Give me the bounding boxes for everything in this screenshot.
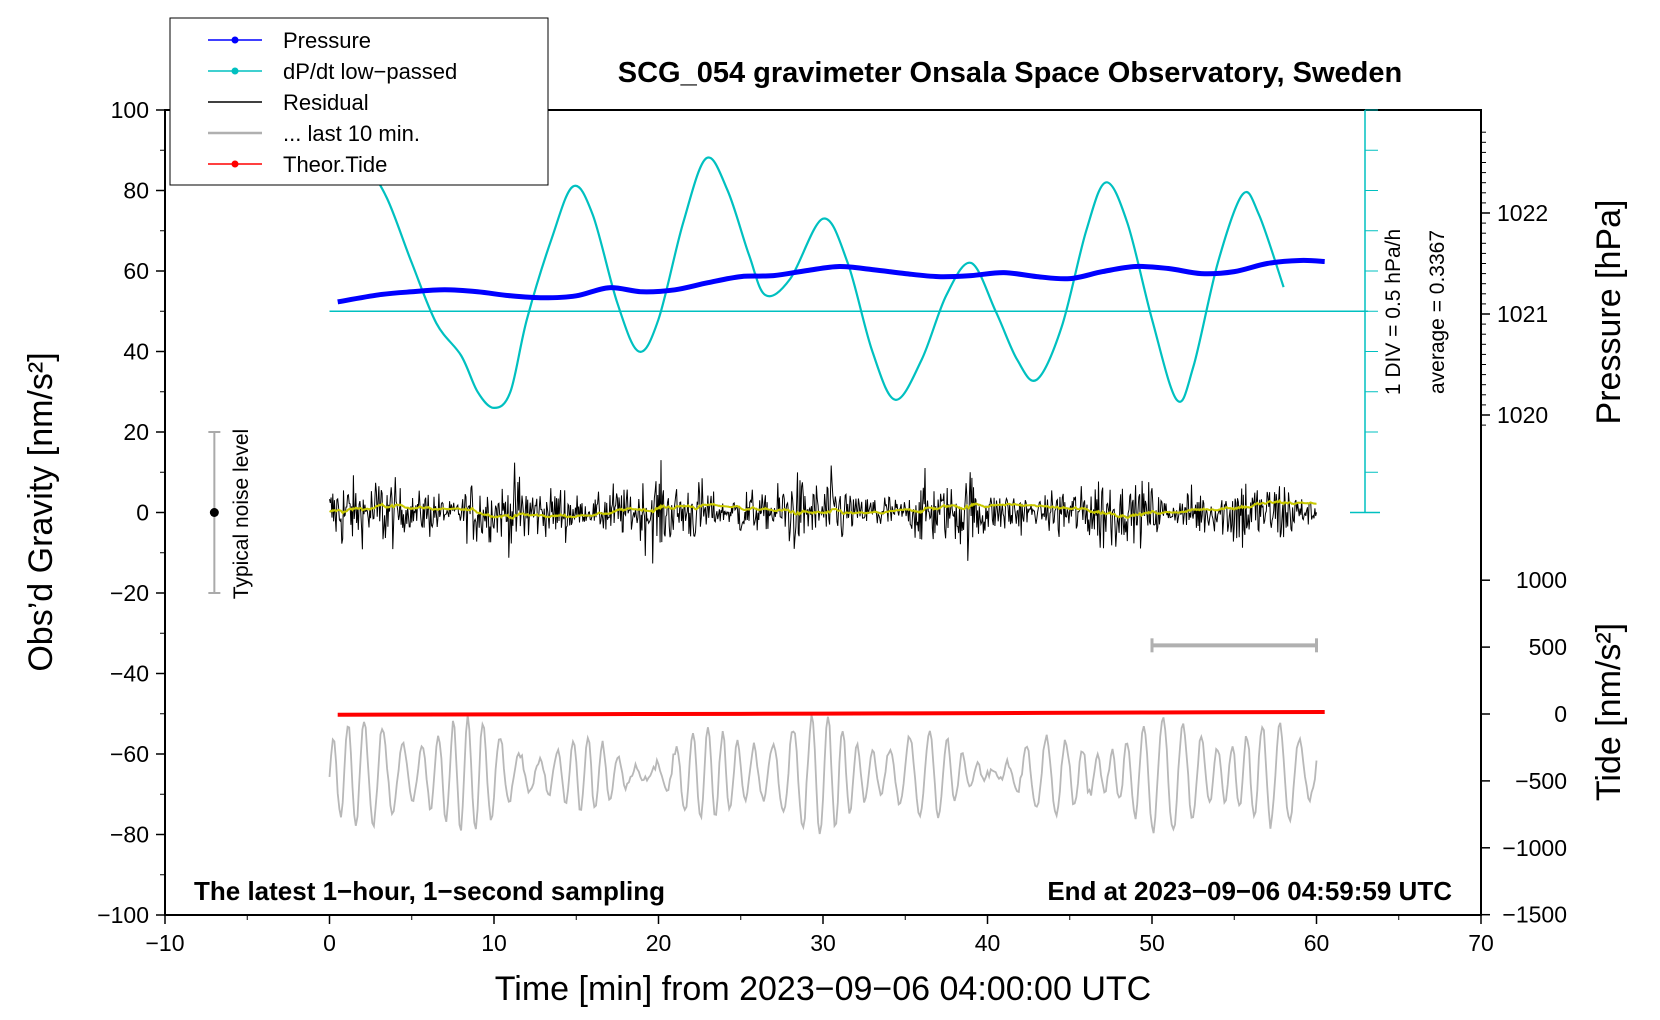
y-tick-label: −100 (97, 902, 149, 928)
x-tick-label: 20 (646, 930, 672, 956)
pressure-line (337, 257, 1325, 305)
legend-label: ... last 10 min. (283, 121, 420, 146)
legend-swatch-marker (231, 160, 239, 168)
y-tick-label: −80 (110, 822, 149, 848)
tide-tick-label: 0 (1554, 701, 1567, 727)
x-tick-label: −10 (145, 930, 184, 956)
tide-axis-title: Tide [nm/s²] (1590, 623, 1628, 801)
residual-smoothed-line (329, 499, 1317, 520)
x-tick-label: 50 (1139, 930, 1165, 956)
y-tick-label: 40 (123, 339, 149, 365)
tide-tick-label: −1500 (1502, 902, 1567, 928)
bottom-right-note: End at 2023−09−06 04:59:59 UTC (1047, 876, 1452, 906)
series-layer (328, 109, 1380, 835)
x-axis-title: Time [min] from 2023−09−06 04:00:00 UTC (495, 970, 1151, 1008)
bottom-left-note: The latest 1−hour, 1−second sampling (194, 876, 665, 906)
tide-tick-label: −1000 (1502, 835, 1567, 861)
legend: Pressure dP/dt low−passed Residual ... last… (169, 17, 549, 186)
theoretical-tide-line (337, 710, 1325, 717)
y-tick-label: −20 (110, 580, 149, 606)
x-axis: −10 0 10 20 30 40 50 60 70 (145, 915, 1494, 956)
legend-label: dP/dt low−passed (283, 59, 457, 84)
y-tick-label: 80 (123, 178, 149, 204)
x-tick-label: 0 (323, 930, 336, 956)
chart-title: SCG_054 gravimeter Onsala Space Observat… (618, 57, 1402, 89)
noise-level-label: Typical noise level (230, 429, 253, 599)
y-axis-left: 100 80 60 40 20 0 −20 −40 −60 −80 −100 (97, 97, 165, 928)
pressure-axis: 1022 1021 1020 (1481, 131, 1548, 428)
x-tick-label: 40 (975, 930, 1001, 956)
noise-level-indicator (208, 431, 221, 594)
x-tick-label: 70 (1468, 930, 1494, 956)
y-tick-label: −60 (110, 741, 149, 767)
legend-swatch-marker (231, 36, 239, 44)
y-tick-label: 100 (111, 97, 149, 123)
legend-label: Pressure (283, 28, 371, 53)
y-tick-label: −40 (110, 661, 149, 687)
legend-swatch-marker (231, 67, 239, 75)
tide-tick-label: 500 (1529, 634, 1567, 660)
pressure-div-label: 1 DIV = 0.5 hPa/h (1382, 229, 1405, 395)
y-tick-label: 60 (123, 258, 149, 284)
x-tick-label: 30 (810, 930, 836, 956)
tide-tick-label: 1000 (1516, 567, 1567, 593)
pressure-tick-label: 1021 (1497, 301, 1548, 327)
tide-tick-label: −500 (1515, 768, 1567, 794)
legend-label: Residual (283, 90, 369, 115)
noise-center-dot (209, 508, 219, 517)
x-tick-label: 10 (481, 930, 507, 956)
pressure-average-label: average = 0.3367 (1426, 230, 1449, 394)
pressure-axis-title: Pressure [hPa] (1590, 200, 1628, 425)
y-tick-label: 0 (136, 500, 149, 526)
tide-axis: 1000 500 0 −500 −1000 −1500 (1481, 567, 1567, 928)
y-tick-label: 20 (123, 419, 149, 445)
pressure-tick-label: 1022 (1497, 200, 1548, 226)
legend-label: Theor.Tide (283, 152, 387, 177)
last-10-min-line (328, 714, 1318, 835)
y-axis-title: Obs’d Gravity [nm/s²] (22, 352, 60, 671)
pressure-tick-label: 1020 (1497, 402, 1548, 428)
x-tick-label: 60 (1304, 930, 1330, 956)
